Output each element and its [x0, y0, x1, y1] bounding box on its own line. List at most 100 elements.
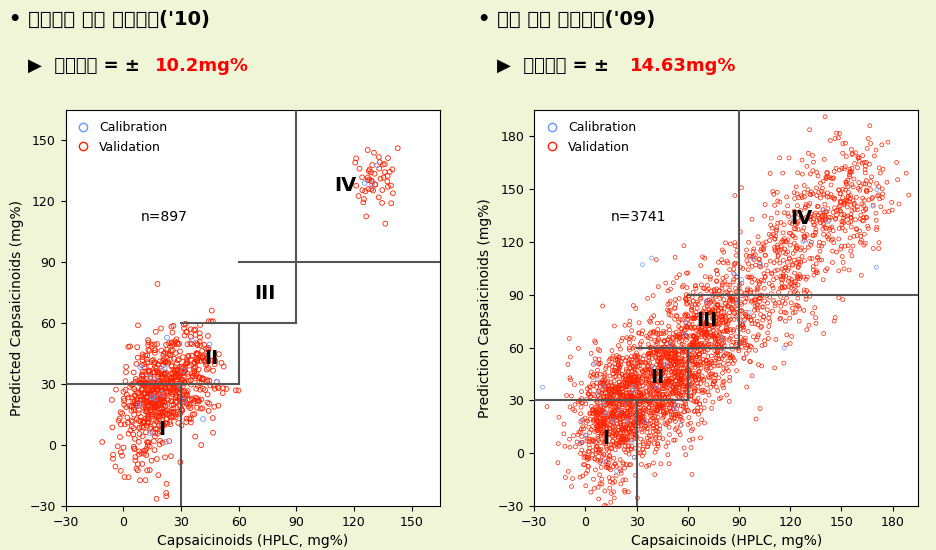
- Point: [787, 246, 802, 255]
- Point: [804, 254, 819, 263]
- Point: [664, 333, 679, 342]
- Point: [190, 340, 205, 349]
- Point: [636, 393, 651, 402]
- Point: [168, 410, 183, 419]
- Point: [622, 410, 636, 419]
- Point: [113, 420, 128, 429]
- Point: [752, 262, 767, 271]
- Point: [626, 394, 641, 403]
- Point: [573, 409, 588, 418]
- Point: [632, 413, 647, 422]
- Point: [781, 153, 796, 162]
- Point: [834, 149, 849, 158]
- Point: [741, 273, 756, 282]
- Point: [833, 242, 848, 251]
- Point: [678, 385, 693, 394]
- Point: [614, 399, 629, 408]
- Point: [672, 415, 687, 424]
- Point: [652, 356, 667, 365]
- Point: [618, 426, 633, 434]
- Point: [183, 332, 198, 341]
- Point: [640, 398, 655, 406]
- Point: [139, 408, 154, 416]
- Point: [659, 306, 674, 315]
- Point: [742, 358, 757, 366]
- Point: [610, 383, 625, 392]
- Point: [798, 230, 813, 239]
- Point: [570, 398, 585, 406]
- Point: [146, 416, 161, 425]
- Point: [608, 351, 623, 360]
- Point: [135, 459, 150, 468]
- Point: [655, 351, 670, 360]
- Point: [625, 301, 640, 310]
- Point: [716, 334, 731, 343]
- Point: [690, 300, 705, 309]
- Point: [733, 183, 748, 192]
- Point: [189, 356, 204, 365]
- Point: [679, 366, 694, 375]
- Point: [655, 366, 670, 375]
- Point: [828, 206, 843, 215]
- Point: [587, 535, 602, 543]
- Text: ▶  예측오차 = ±: ▶ 예측오차 = ±: [496, 57, 614, 75]
- Point: [790, 255, 805, 263]
- Point: [869, 185, 884, 194]
- Point: [597, 408, 612, 417]
- Point: [589, 407, 604, 416]
- Point: [592, 445, 607, 454]
- Point: [643, 314, 658, 322]
- Point: [149, 402, 164, 410]
- Point: [148, 403, 163, 411]
- Point: [134, 384, 149, 393]
- Point: [672, 354, 687, 362]
- Point: [610, 368, 625, 377]
- Point: [643, 382, 658, 391]
- Point: [648, 344, 663, 353]
- Point: [141, 397, 156, 405]
- Point: [695, 386, 710, 394]
- Point: [843, 206, 858, 215]
- Point: [663, 353, 678, 362]
- Point: [158, 492, 173, 500]
- Point: [750, 239, 765, 248]
- Point: [735, 321, 750, 329]
- Point: [660, 438, 675, 447]
- Point: [172, 381, 187, 389]
- Point: [142, 402, 157, 410]
- Point: [598, 443, 613, 452]
- Point: [688, 397, 703, 405]
- Point: [142, 373, 157, 382]
- Point: [781, 255, 796, 263]
- Point: [164, 377, 179, 386]
- Point: [677, 346, 692, 355]
- Point: [871, 195, 886, 204]
- Point: [688, 336, 703, 345]
- Point: [592, 378, 607, 387]
- Point: [632, 358, 647, 367]
- Point: [180, 387, 195, 395]
- Point: [645, 378, 660, 387]
- Point: [170, 388, 185, 397]
- Point: [187, 369, 202, 378]
- Point: [660, 354, 675, 363]
- Point: [779, 331, 794, 339]
- Point: [156, 373, 171, 382]
- Point: [640, 403, 655, 412]
- Point: [562, 373, 577, 382]
- Point: [840, 241, 855, 250]
- Point: [695, 358, 709, 367]
- Point: [786, 239, 801, 248]
- Point: [691, 368, 706, 377]
- Point: [872, 202, 887, 211]
- Point: [627, 422, 642, 431]
- Point: [646, 311, 661, 320]
- Point: [158, 384, 173, 393]
- Point: [622, 317, 636, 326]
- Point: [677, 374, 692, 383]
- Legend: Calibration, Validation: Calibration, Validation: [540, 116, 640, 158]
- Point: [695, 388, 709, 397]
- Point: [622, 380, 636, 389]
- Point: [630, 362, 645, 371]
- Point: [843, 145, 858, 154]
